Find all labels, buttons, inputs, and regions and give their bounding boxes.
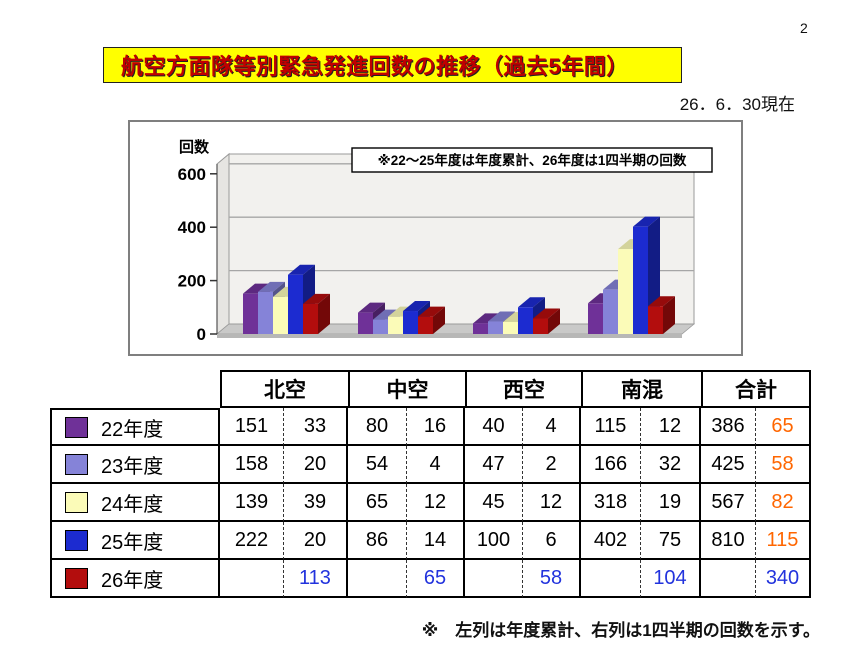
bar-26年度-西空: [533, 308, 560, 334]
table-cell: 65: [756, 408, 811, 446]
table-cell: 19: [641, 484, 701, 522]
bar-26年度-北空: [303, 293, 330, 334]
table-cell: 166: [581, 446, 641, 484]
title-banner: 航空方面隊等別緊急発進回数の推移（過去5年間）: [103, 47, 682, 83]
table-cell: 12: [641, 408, 701, 446]
table-cell: 80: [348, 408, 407, 446]
year-label: 22年度: [101, 418, 164, 441]
table-cell: 2: [523, 446, 581, 484]
table-header-spacer: [50, 370, 220, 408]
table-cell: 14: [407, 522, 465, 560]
legend-swatch: [65, 567, 88, 589]
table-cell: 104: [641, 560, 701, 598]
table-cell: 58: [523, 560, 581, 598]
y-tick-label: 0: [197, 325, 206, 344]
table-cell: 4: [407, 446, 465, 484]
bar-26年度-南混: [648, 296, 675, 334]
table-cell: [701, 560, 756, 598]
page-number: 2: [800, 20, 808, 36]
year-label: 26年度: [101, 569, 164, 592]
table-cell: 33: [284, 408, 348, 446]
chart-note-text: ※22～25年度は年度累計、26年度は1四半期の回数: [378, 152, 687, 168]
scramble-data-table: 北空 中空 西空 南混 合計 22年度 151 33 80 16 40 4 115 12 386 65 23年度…: [50, 370, 811, 598]
table-cell: 425: [701, 446, 756, 484]
legend-swatch: [65, 529, 88, 551]
bar-chart-svg: 0 200 400 600 回数 ※22～25年度は年度累計、26年度は1四半期の回数: [178, 138, 713, 344]
table-cell: 100: [465, 522, 523, 560]
legend-row-label: 22年度: [50, 408, 220, 446]
table-cell: 115: [756, 522, 811, 560]
table-cell: 12: [407, 484, 465, 522]
chart-left-wall: [216, 152, 230, 336]
y-tick-label: 200: [178, 272, 206, 291]
legend-row-label: 25年度: [50, 522, 220, 560]
table-cell: 16: [407, 408, 465, 446]
y-axis-title: 回数: [179, 138, 210, 156]
table-cell: 158: [220, 446, 284, 484]
table-cell: 54: [348, 446, 407, 484]
column-header: 西空: [465, 370, 581, 408]
table-cell: 20: [284, 446, 348, 484]
table-cell: 4: [523, 408, 581, 446]
year-label: 24年度: [101, 493, 164, 516]
table-cell: 386: [701, 408, 756, 446]
column-header: 合計: [701, 370, 811, 408]
legend-swatch: [65, 491, 88, 513]
legend-row-label: 26年度: [50, 560, 220, 598]
table-cell: 82: [756, 484, 811, 522]
legend-row-label: 23年度: [50, 446, 220, 484]
table-cell: 318: [581, 484, 641, 522]
table-cell: [465, 560, 523, 598]
table-cell: 6: [523, 522, 581, 560]
table-cell: 65: [407, 560, 465, 598]
table-cell: 45: [465, 484, 523, 522]
chart-note-box: [351, 147, 713, 173]
chart-floor-edge: [217, 334, 682, 338]
footnote: ※ 左列は年度累計、右列は1四半期の回数を示す。: [421, 621, 820, 640]
table-cell: 32: [641, 446, 701, 484]
table-cell: 20: [284, 522, 348, 560]
table-cell: 222: [220, 522, 284, 560]
table-cell: 113: [284, 560, 348, 598]
as-of-date-label: 26．6．30現在: [679, 95, 795, 114]
column-header: 南混: [581, 370, 701, 408]
table-cell: [220, 560, 284, 598]
table-cell: [581, 560, 641, 598]
table-cell: 151: [220, 408, 284, 446]
legend-swatch: [65, 416, 88, 438]
column-header: 北空: [220, 370, 348, 408]
table-cell: 58: [756, 446, 811, 484]
legend-swatch: [65, 453, 88, 475]
column-header: 中空: [348, 370, 465, 408]
table-cell: 340: [756, 560, 811, 598]
table-cell: 115: [581, 408, 641, 446]
table-cell: 402: [581, 522, 641, 560]
scramble-bar-chart: 0 200 400 600 回数 ※22～25年度は年度累計、26年度は1四半期の回数: [128, 120, 743, 356]
y-tick-label: 400: [178, 218, 206, 237]
year-label: 25年度: [101, 531, 164, 554]
table-cell: 65: [348, 484, 407, 522]
y-tick-label: 600: [178, 165, 206, 184]
table-cell: [348, 560, 407, 598]
legend-row-label: 24年度: [50, 484, 220, 522]
page-title: 航空方面隊等別緊急発進回数の推移（過去5年間）: [121, 54, 629, 79]
table-cell: 567: [701, 484, 756, 522]
table-cell: 139: [220, 484, 284, 522]
table-cell: 47: [465, 446, 523, 484]
table-cell: 40: [465, 408, 523, 446]
table-cell: 86: [348, 522, 407, 560]
bar-26年度-中空: [418, 306, 445, 334]
table-cell: 75: [641, 522, 701, 560]
table-cell: 39: [284, 484, 348, 522]
table-cell: 12: [523, 484, 581, 522]
year-label: 23年度: [101, 455, 164, 478]
table-cell: 810: [701, 522, 756, 560]
